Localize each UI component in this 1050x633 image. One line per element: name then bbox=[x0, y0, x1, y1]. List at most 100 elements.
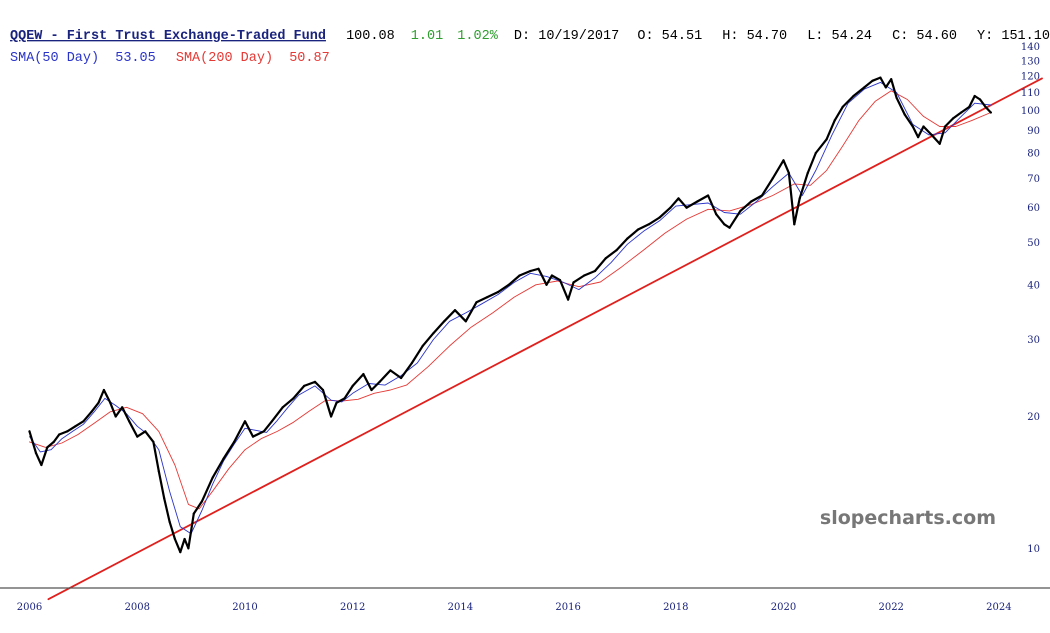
price-point bbox=[968, 105, 971, 108]
sma200-line bbox=[29, 90, 992, 510]
price-point bbox=[475, 301, 478, 304]
x-tick-label: 2022 bbox=[878, 602, 903, 613]
price-point bbox=[168, 520, 171, 523]
price-point bbox=[121, 406, 124, 409]
price-point bbox=[152, 440, 155, 443]
price-point bbox=[335, 401, 338, 404]
price-point bbox=[814, 151, 817, 155]
price-point bbox=[82, 420, 85, 423]
price-point bbox=[389, 369, 392, 372]
price-point bbox=[58, 433, 61, 436]
y-tick-label: 90 bbox=[1027, 126, 1040, 137]
x-tick-label: 2008 bbox=[125, 602, 150, 613]
price-point bbox=[281, 406, 284, 409]
last-price: 100.08 bbox=[346, 29, 395, 44]
date-readout: D: 10/19/2017 bbox=[514, 29, 619, 44]
price-point bbox=[825, 138, 828, 141]
price-point bbox=[410, 361, 413, 365]
trendline bbox=[47, 77, 1043, 601]
price-point bbox=[102, 388, 105, 392]
chart-marks bbox=[28, 76, 1043, 601]
price-point bbox=[163, 497, 166, 500]
price-point bbox=[793, 223, 796, 226]
price-point bbox=[583, 274, 586, 277]
price-point bbox=[251, 435, 255, 438]
price-point bbox=[903, 113, 906, 116]
y-tick-label: 140 bbox=[1021, 42, 1040, 53]
ticker-title-link[interactable]: QQEW - First Trust Exchange-Traded Fund bbox=[10, 29, 326, 44]
price-point bbox=[321, 388, 325, 392]
price-point bbox=[507, 283, 510, 286]
price-point bbox=[550, 274, 554, 277]
low-readout: L: 54.24 bbox=[807, 29, 872, 44]
price-point bbox=[464, 320, 467, 323]
price-point bbox=[486, 296, 489, 299]
price-point bbox=[960, 111, 963, 114]
y-tick-label: 60 bbox=[1027, 203, 1040, 214]
price-point bbox=[52, 440, 55, 443]
price-point bbox=[343, 397, 346, 400]
y-tick-label: 100 bbox=[1021, 106, 1040, 117]
price-point bbox=[871, 79, 874, 82]
price-point bbox=[647, 223, 651, 226]
price-point bbox=[114, 415, 117, 418]
y-axis: 10 20 30 40 50 60 70 80 90 100 110 120 130 140 bbox=[1021, 42, 1040, 555]
price-point bbox=[351, 384, 354, 387]
price-point bbox=[938, 142, 941, 145]
price-point bbox=[109, 401, 112, 404]
sma200-label: SMA(200 Day) bbox=[176, 51, 273, 66]
price-point bbox=[782, 159, 785, 162]
price-point bbox=[303, 384, 306, 387]
price-point bbox=[884, 86, 887, 89]
y-tick-label: 20 bbox=[1027, 412, 1040, 423]
price-point bbox=[192, 512, 195, 515]
price-point bbox=[187, 547, 190, 550]
price-point bbox=[90, 410, 93, 413]
price-point bbox=[370, 388, 373, 392]
open-readout: O: 54.51 bbox=[637, 29, 702, 44]
price-point bbox=[989, 111, 992, 114]
price-point bbox=[841, 105, 844, 108]
price-point bbox=[243, 420, 247, 423]
price-point bbox=[911, 125, 914, 128]
price-point bbox=[715, 213, 718, 216]
price-point bbox=[545, 283, 548, 286]
price-point bbox=[879, 76, 882, 79]
price-point bbox=[211, 476, 214, 479]
sma200-value: 50.87 bbox=[289, 51, 330, 66]
price-point bbox=[362, 373, 365, 376]
price-point bbox=[637, 228, 640, 231]
y-tick-label: 10 bbox=[1027, 544, 1040, 555]
price-point bbox=[852, 94, 855, 98]
price-point bbox=[798, 197, 801, 200]
price-point bbox=[728, 226, 731, 229]
price-point bbox=[34, 452, 38, 455]
price-point bbox=[537, 267, 540, 270]
price-point bbox=[696, 200, 699, 203]
y-tick-label: 50 bbox=[1027, 238, 1040, 249]
header-line: QQEW - First Trust Exchange-Traded Fund … bbox=[10, 29, 1050, 44]
price-point bbox=[28, 430, 31, 433]
x-tick-label: 2010 bbox=[232, 602, 257, 613]
y-tick-label: 110 bbox=[1021, 88, 1040, 99]
price-point bbox=[658, 216, 661, 219]
price-point bbox=[443, 320, 446, 323]
y-tick-label: 70 bbox=[1027, 174, 1040, 185]
price-point bbox=[378, 380, 381, 383]
price-point bbox=[200, 500, 203, 503]
price-point bbox=[890, 78, 893, 81]
price-point bbox=[74, 425, 77, 428]
price-point bbox=[222, 457, 225, 460]
close-readout: C: 54.60 bbox=[892, 29, 957, 44]
x-tick-label: 2006 bbox=[17, 602, 42, 613]
price-point bbox=[400, 376, 403, 380]
y-tick-label: 80 bbox=[1027, 149, 1040, 160]
price-point bbox=[615, 249, 618, 252]
price-point bbox=[313, 380, 317, 383]
y-tick-label: 120 bbox=[1021, 72, 1040, 83]
price-point bbox=[529, 269, 532, 273]
price-point bbox=[895, 96, 898, 99]
price-point bbox=[558, 279, 562, 282]
